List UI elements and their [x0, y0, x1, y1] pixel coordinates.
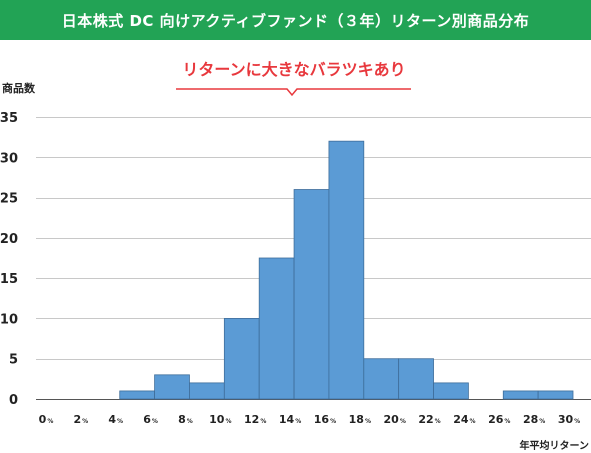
- bar-10-12: [223, 318, 260, 400]
- x-tick-28: 28%: [523, 413, 545, 426]
- callout-bracket: [176, 88, 411, 97]
- y-tick-30: 30: [0, 151, 18, 166]
- x-tick-22: 22%: [418, 413, 440, 426]
- callout-label: リターンに大きなバラツキあり: [182, 60, 406, 79]
- bar-20-22: [398, 358, 434, 400]
- x-tick-16: 16%: [314, 413, 336, 426]
- bars-group: [119, 140, 574, 400]
- x-tick-10: 10%: [209, 413, 231, 426]
- bar-16-18: [328, 140, 365, 400]
- bar-22-24: [433, 382, 469, 400]
- y-tick-0: 0: [9, 393, 18, 408]
- x-tick-12: 12%: [244, 413, 266, 426]
- bar-14-16: [293, 189, 330, 400]
- y-tick-35: 35: [0, 111, 18, 126]
- y-tick-labels: 0 5 10 15 20 25 30 35: [0, 111, 18, 408]
- x-tick-20: 20%: [384, 413, 406, 426]
- x-tick-6: 6%: [143, 413, 158, 426]
- bar-6-8: [154, 374, 190, 400]
- x-tick-8: 8%: [178, 413, 193, 426]
- y-tick-20: 20: [0, 232, 18, 247]
- bar-26-28: [502, 390, 539, 400]
- x-tick-18: 18%: [349, 413, 371, 426]
- bar-28-30: [537, 390, 574, 400]
- bar-4-6: [119, 390, 155, 400]
- y-tick-5: 5: [9, 353, 18, 368]
- bar-18-20: [363, 358, 400, 400]
- x-tick-0: 0%: [39, 413, 54, 426]
- x-tick-26: 26%: [488, 413, 510, 426]
- x-tick-14: 14%: [279, 413, 301, 426]
- y-axis-label: 商品数: [2, 81, 36, 95]
- chart-title-banner: 日本株式 DC 向けアクティブファンド（３年）リターン別商品分布: [0, 0, 591, 40]
- bar-12-14: [258, 257, 295, 400]
- x-tick-24: 24%: [453, 413, 475, 426]
- y-tick-10: 10: [0, 312, 18, 327]
- x-tick-4: 4%: [108, 413, 123, 426]
- x-tick-30: 30%: [558, 413, 580, 426]
- chart-title: 日本株式 DC 向けアクティブファンド（３年）リターン別商品分布: [61, 11, 530, 30]
- y-tick-15: 15: [0, 272, 18, 287]
- x-tick-2: 2%: [74, 413, 89, 426]
- x-tick-labels: 0% 2% 4% 6% 8% 10% 12% 14% 16% 18% 20% 22% 24% 26% 28%…: [39, 413, 581, 426]
- bar-8-10: [189, 382, 225, 400]
- y-tick-25: 25: [0, 192, 18, 207]
- x-axis-label: 年平均リターン: [520, 439, 590, 452]
